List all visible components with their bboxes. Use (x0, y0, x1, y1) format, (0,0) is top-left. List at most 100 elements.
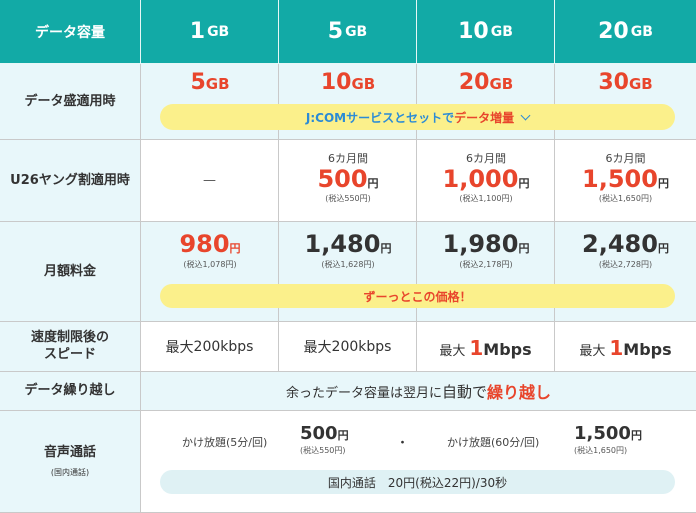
header-plan-size: 20 (598, 19, 629, 44)
u26-cell-2 (279, 140, 417, 222)
header-plan-2: 5 GB (279, 0, 417, 64)
separator-dot: ・ (396, 436, 410, 451)
monthly-label: 月額料金 (43, 263, 96, 279)
data-bonus-label: データ盛適用時 (24, 93, 116, 109)
monthly-price-4: 2,480円 (税込2,728円) (555, 232, 696, 270)
domestic-call-rate-banner: 国内通話 20円(税込22円)/30秒 (160, 470, 675, 494)
speed-big: 1 (609, 336, 624, 360)
speed-unit: Mbps (623, 340, 672, 359)
voice-option-1-name: かけ放題(5分/回) (182, 434, 267, 450)
voice-sublabel: (国内通話) (50, 467, 90, 477)
speed-unit: Mbps (483, 340, 532, 359)
u26-cell-3 (417, 140, 555, 222)
voice-price: 500 (300, 423, 338, 444)
monthly-tax: (税込2,728円) (598, 260, 653, 269)
speed-label-line2: スピード (43, 346, 96, 362)
yen-unit: 円 (229, 242, 241, 255)
bonus-size: 30 (598, 70, 629, 95)
yen-unit: 円 (518, 242, 530, 255)
yen-unit: 円 (518, 177, 530, 190)
u26-price-3: 6カ月間 1,000円 (税込1,100円) (417, 150, 555, 204)
speed-value: 200kbps (331, 338, 392, 355)
speed-prefix: 最大 (579, 344, 606, 359)
yen-unit: 円 (657, 177, 669, 190)
header-plan-unit: GB (345, 23, 368, 40)
header-label-cell: データ容量 (0, 0, 141, 64)
header-plan-1: 1 GB (141, 0, 279, 64)
row-label-data-bonus: データ盛適用時 (0, 64, 141, 140)
domestic-call-rate: 国内通話 20円(税込22円)/30秒 (327, 475, 508, 490)
rollover-highlight: 繰り越し (487, 383, 552, 402)
speed-cell-3: 最大 1 Mbps (417, 322, 555, 372)
header-plan-4: 20 GB (555, 0, 696, 64)
rollover-cell: 余ったデータ容量は翌月に 自動で 繰り越し (141, 372, 696, 411)
voice-cell (141, 411, 696, 513)
bonus-size: 5 (190, 70, 206, 95)
bonus-unit: GB (628, 75, 653, 93)
monthly-tax: (税込1,078円) (183, 260, 237, 269)
voice-tax: (税込550円) (300, 446, 346, 455)
row-label-voice: 音声通話 (国内通話) (0, 411, 141, 513)
voice-label: 音声通話 (43, 445, 96, 461)
header-plan-size: 10 (458, 19, 489, 44)
voice-separator: ・ (396, 432, 409, 451)
banner-highlight: この価格！ (411, 289, 472, 304)
rollover-text: 余ったデータ容量は翌月に (285, 385, 442, 401)
row-label-speed: 速度制限後の スピード (0, 322, 141, 372)
row-label-u26: U26ヤング割適用時 (0, 140, 141, 222)
u26-cell-4 (555, 140, 696, 222)
header-plan-size: 5 (327, 19, 344, 44)
monthly-tax: (税込1,628円) (321, 260, 375, 269)
speed-value: 200kbps (193, 338, 254, 355)
bonus-size: 10 (320, 70, 352, 95)
voice-option-name: かけ放題(5分/回) (182, 436, 268, 449)
data-bonus-value-4: 30GB (555, 70, 696, 95)
monthly-price: 1,480 (304, 230, 381, 258)
speed-prefix: 最大 (439, 344, 466, 359)
header-plan-unit: GB (490, 23, 513, 40)
header-label: データ容量 (35, 24, 105, 41)
header-plan-3: 10 GB (417, 0, 555, 64)
monthly-price: 980 (179, 230, 230, 258)
u26-price-4: 6カ月間 1,500円 (税込1,650円) (555, 150, 696, 204)
monthly-price: 1,980 (442, 230, 519, 258)
u26-label: U26ヤング割適用時 (10, 172, 130, 188)
u26-price: 500 (317, 165, 368, 193)
rollover-label: データ繰り越し (24, 383, 116, 399)
bonus-unit: GB (205, 75, 230, 93)
row-label-monthly: 月額料金 (0, 222, 141, 322)
u26-tax: (税込550円) (325, 194, 371, 203)
banner-text: J:COMサービスとセットで (305, 110, 455, 125)
speed-prefix: 最大 (303, 339, 332, 356)
u26-tax: (税込1,650円) (598, 194, 653, 203)
voice-price: 1,500 (574, 423, 631, 444)
speed-cell-1: 最大 200kbps (141, 322, 279, 372)
data-increase-banner[interactable]: J:COMサービスとセットで データ増量 (160, 104, 675, 130)
voice-tax: (税込1,650円) (574, 446, 628, 455)
monthly-price-2: 1,480円 (税込1,628円) (279, 232, 417, 270)
u26-period: 6カ月間 (328, 152, 368, 165)
u26-tax: (税込1,100円) (459, 194, 513, 203)
monthly-tax: (税込2,178円) (459, 260, 513, 269)
speed-cell-2: 最大 200kbps (279, 322, 417, 372)
bonus-unit: GB (351, 75, 376, 93)
yen-unit: 円 (630, 429, 642, 442)
voice-option-name: かけ放題(60分/回) (447, 436, 540, 449)
yen-unit: 円 (380, 242, 392, 255)
header-plan-unit: GB (630, 23, 653, 40)
row-label-rollover: データ繰り越し (0, 372, 141, 411)
data-bonus-value-1: 5GB (141, 70, 279, 95)
u26-price-2: 6カ月間 500円 (税込550円) (279, 150, 417, 204)
chevron-down-icon[interactable] (520, 110, 531, 120)
yen-unit: 円 (657, 242, 669, 255)
speed-label-line1: 速度制限後の (30, 329, 109, 345)
voice-option-2-name: かけ放題(60分/回) (447, 434, 539, 450)
u26-period: 6カ月間 (466, 152, 506, 165)
rollover-text-mid: 自動で (441, 382, 487, 401)
u26-cell-1: — (141, 140, 279, 222)
data-bonus-value-3: 20GB (417, 70, 555, 95)
yen-unit: 円 (367, 177, 379, 190)
bonus-size: 20 (458, 70, 490, 95)
u26-period: 6カ月間 (605, 152, 646, 165)
